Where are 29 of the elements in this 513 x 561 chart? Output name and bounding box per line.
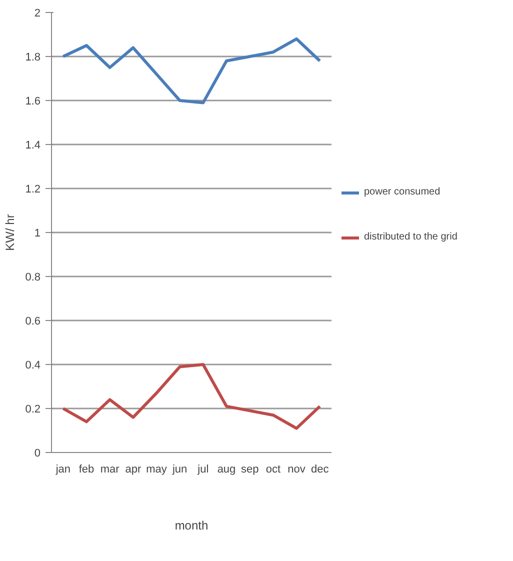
y-tick-label: 0.4: [25, 360, 41, 372]
legend-label: power consumed: [364, 186, 440, 198]
x-tick-label: aug: [217, 464, 236, 476]
y-tick-label: 1.6: [25, 96, 41, 108]
x-tick-label: jan: [54, 464, 71, 476]
x-tick-label: nov: [288, 464, 306, 476]
line-series: [62, 37, 322, 104]
y-tick-label: 0.6: [25, 316, 41, 328]
y-axis-title: KW/ hr: [3, 214, 18, 251]
legend-label: distributed to the grid: [364, 232, 458, 242]
x-tick-label: jun: [171, 464, 188, 476]
y-tick-label: 1.2: [25, 184, 41, 196]
y-tick-label: 0: [34, 448, 41, 460]
x-tick-label: oct: [266, 464, 281, 476]
x-tick-label: apr: [125, 464, 142, 476]
y-tick-label: 2: [34, 8, 41, 20]
y-tick-label: 0.2: [25, 404, 41, 416]
y-tick-label: 1.8: [25, 52, 41, 64]
line-series: [62, 363, 322, 430]
y-tick-label: 0.8: [25, 272, 41, 284]
y-tick-label: 1: [34, 228, 41, 240]
x-tick-label: jul: [196, 464, 209, 476]
x-tick-label: feb: [78, 464, 94, 476]
y-tick-label: 1.4: [25, 140, 41, 152]
x-axis-title: month: [174, 518, 208, 532]
x-tick-label: sep: [240, 464, 259, 476]
x-tick-label: dec: [310, 464, 330, 476]
x-tick-label: may: [146, 464, 168, 476]
x-tick-label: mar: [100, 464, 120, 476]
